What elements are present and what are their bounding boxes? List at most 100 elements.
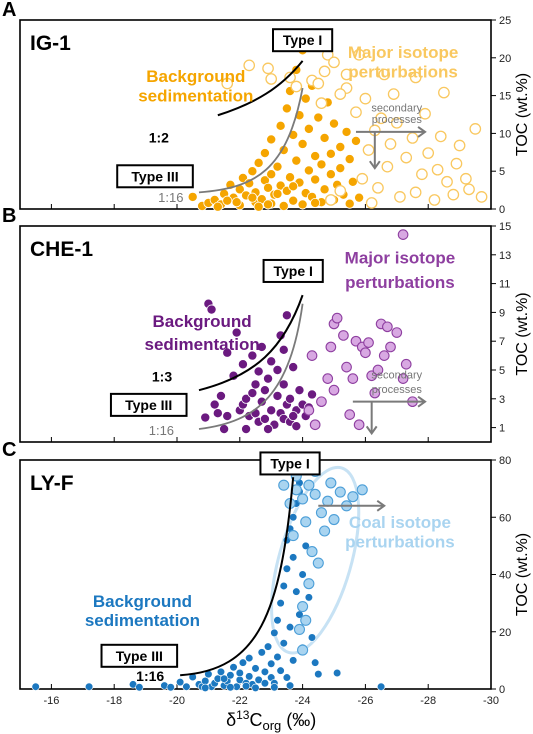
- panel-che-1-point: [206, 304, 217, 315]
- panel-ig-1-point: [278, 200, 289, 211]
- secondary-arrowhead-h: [417, 126, 427, 138]
- panel-che-1-point: [263, 373, 274, 384]
- panel-ig-1-point: [450, 157, 463, 170]
- panel-ly-f-point: [226, 683, 235, 692]
- panel-ig-1-point: [460, 172, 472, 185]
- panel-ig-1-point: [381, 160, 394, 173]
- panel-ly-f-point: [297, 601, 309, 613]
- panel-che-1-point: [212, 408, 223, 419]
- panel-ly-f-point: [356, 484, 368, 496]
- panel-ig-1-point: [231, 197, 242, 208]
- panel-ly-f-point: [254, 675, 263, 684]
- panel-ig-1-point: [347, 176, 358, 187]
- y-tick-label: 20: [499, 53, 511, 65]
- panel-ig-1-point: [344, 198, 355, 209]
- y-tick-label: 40: [499, 570, 511, 582]
- panel-che-1-point: [256, 341, 267, 352]
- panel-che-1-point: [400, 358, 412, 370]
- panel-che-1-point: [391, 327, 403, 338]
- panel-che-1-point: [285, 393, 296, 404]
- panel-ig-1-point: [291, 64, 302, 75]
- panel-ly-f-point: [309, 488, 321, 500]
- panel-ig-1-point: [297, 138, 308, 149]
- panel-ly-f-title: LY-F: [30, 472, 74, 495]
- panel-che-1-point: [303, 404, 315, 416]
- panel-ly-f-point: [135, 683, 144, 692]
- panel-ly-f-point: [304, 593, 313, 602]
- panel-che-1-point: [259, 413, 270, 424]
- panel-ly-f-point: [315, 507, 327, 519]
- panel-che-1-point: [344, 409, 356, 420]
- x-tick-label: -16: [43, 695, 59, 707]
- panel-ly-f-point: [287, 530, 299, 542]
- panel-ly-f-point: [257, 648, 266, 657]
- type-i-label-box: [272, 28, 334, 53]
- panel-ly-f-point: [273, 652, 282, 662]
- panel-ig-1-point: [319, 132, 330, 143]
- panel-ly-f-point: [303, 479, 315, 491]
- panel-che-1-point: [397, 229, 409, 240]
- panel-ly-f-point: [300, 614, 312, 626]
- panel-ly-f-point: [322, 495, 334, 507]
- x-tick-label: -20: [169, 695, 185, 707]
- panel-ig-1-point: [212, 201, 223, 212]
- panel-ig-1-point: [328, 56, 340, 69]
- major-label-line1: Major isotope: [345, 248, 456, 267]
- type-i-label: Type I: [273, 263, 312, 279]
- secondary-arrowhead-h: [417, 395, 427, 408]
- panel-ig-1-point: [409, 71, 422, 84]
- panel-che-1-point: [291, 421, 302, 432]
- panel-ly-f-y-axis-label: TOC (wt.%): [514, 533, 531, 616]
- panel-ig-1-point: [328, 118, 339, 129]
- panel-ly-f-point: [241, 682, 251, 691]
- panel-che-1-point: [256, 396, 267, 407]
- panel-ig-1-point: [384, 138, 397, 150]
- panel-ig-1-point: [272, 188, 283, 199]
- panel-che-1-point: [266, 356, 277, 367]
- panel-ig-1-point: [350, 135, 361, 146]
- panel-ly-f-point: [176, 678, 185, 687]
- ratio-1-16-curve: [198, 87, 304, 194]
- panel-ig-1-point: [416, 168, 428, 181]
- panel-ig-1-point: [259, 148, 270, 159]
- panel-ly-f-point: [289, 513, 298, 522]
- type-i-label-box: [259, 451, 321, 476]
- panel-ly-f-frame: [19, 459, 492, 690]
- background-label-line1: Background: [146, 67, 245, 86]
- panel-ig-1-point: [297, 199, 308, 210]
- panel-ig-1-point: [325, 194, 337, 206]
- panel-che-1-point: [241, 424, 252, 435]
- panel-ly-f-point: [260, 667, 270, 676]
- panel-ly-f-point: [311, 658, 320, 667]
- panel-ig-1-point: [272, 161, 283, 172]
- panel-ly-f-point: [319, 525, 331, 537]
- y-tick-label: 7: [499, 336, 505, 348]
- panel-ig-1-point: [356, 172, 369, 185]
- panel-che-1-point: [278, 379, 289, 390]
- panel-ig-1-point: [303, 123, 314, 134]
- panel-che-1-point: [347, 373, 359, 384]
- type-iii-label: Type III: [131, 168, 178, 184]
- panel-che-1-point: [259, 385, 270, 396]
- panel-ly-f-point: [220, 674, 229, 683]
- panel-ly-f-letter: C: [2, 439, 16, 461]
- y-tick-label: 3: [499, 394, 505, 406]
- panel-ig-1-point: [365, 197, 378, 209]
- panel-che-1-point: [322, 373, 334, 384]
- panel-ig-1-point: [288, 181, 299, 192]
- panel-ig-1-point: [310, 151, 321, 162]
- y-tick-label: 20: [499, 627, 511, 639]
- panel-ly-f-point: [267, 659, 276, 668]
- background-label-line1: Background: [93, 592, 192, 611]
- y-tick-label: 60: [499, 512, 511, 524]
- x-tick-label: -24: [295, 695, 311, 707]
- panel-ig-1-point: [288, 195, 299, 206]
- panel-ly-f-point: [307, 633, 317, 642]
- panel-che-1-point: [378, 350, 390, 361]
- panel-che-1-point: [397, 373, 409, 384]
- panel-ly-f-point: [279, 581, 288, 591]
- panel-ig-1-point: [334, 88, 347, 100]
- panel-ig-1-point: [419, 107, 431, 120]
- major-label-line2: perturbations: [348, 62, 458, 81]
